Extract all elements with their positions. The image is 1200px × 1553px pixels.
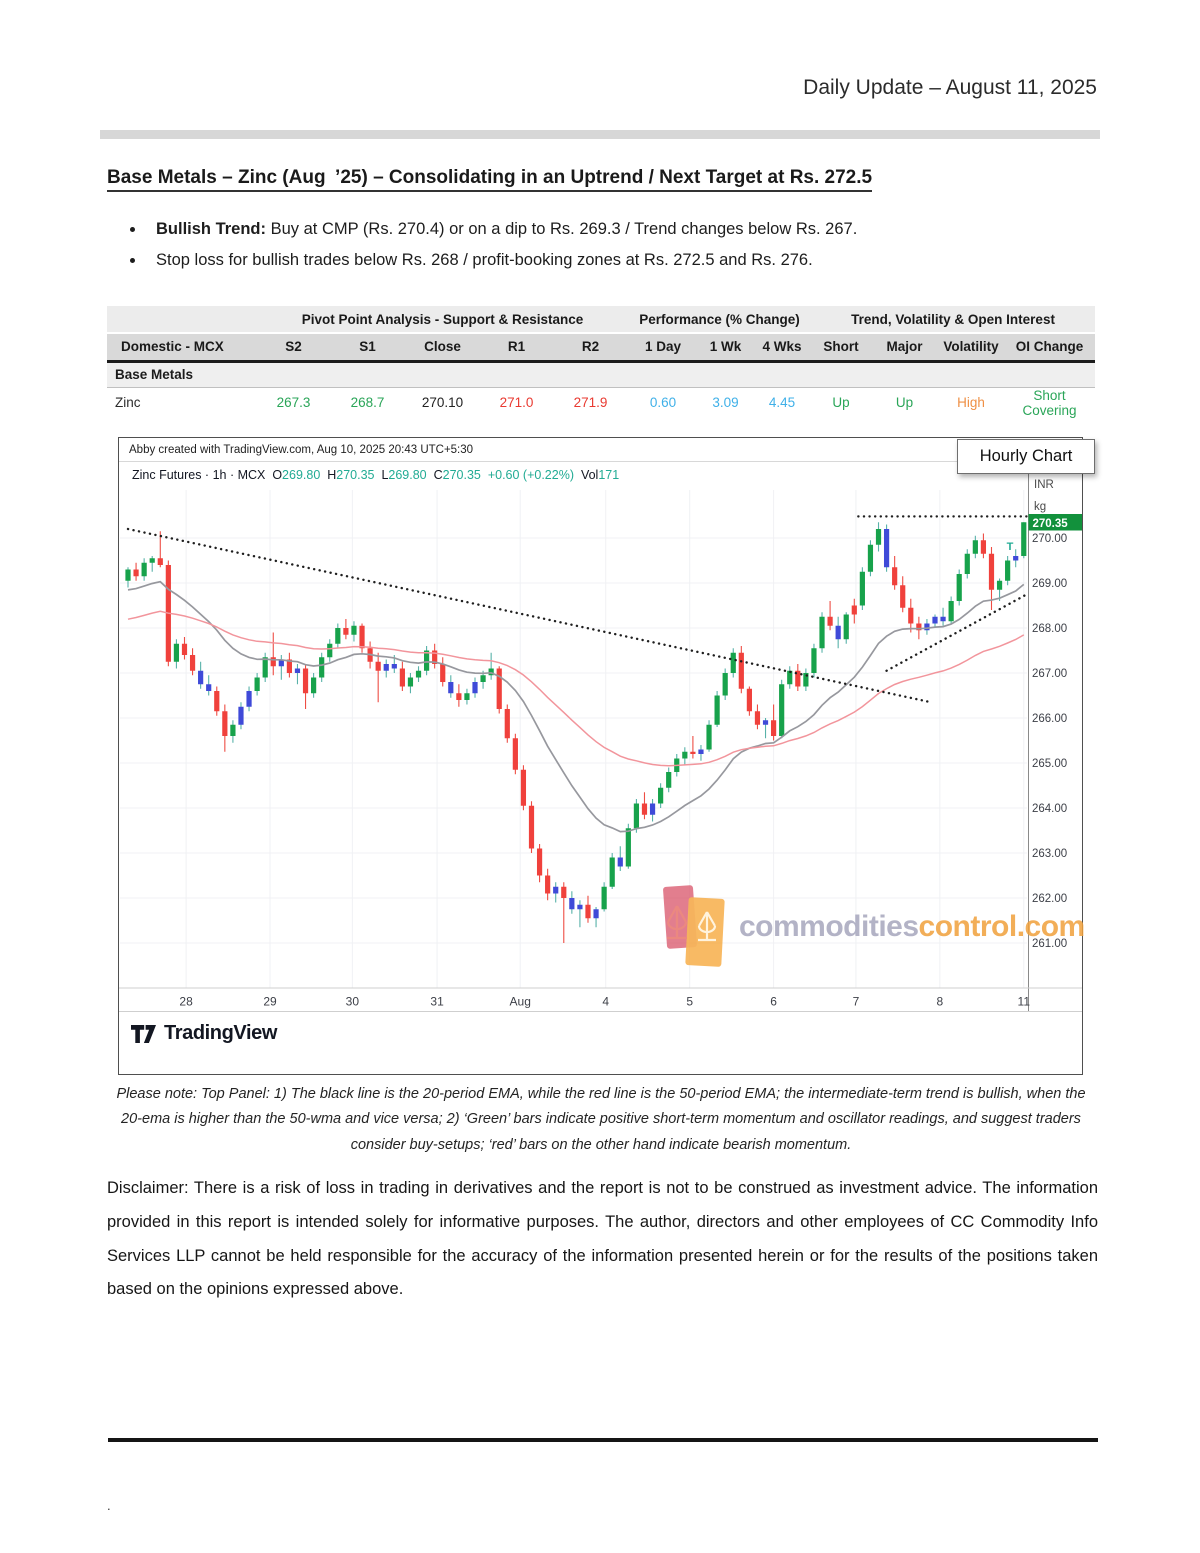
svg-text:8: 8 bbox=[936, 995, 943, 1009]
col-1wk: 1 Wk bbox=[698, 332, 754, 363]
group-header-performance: Performance (% Change) bbox=[628, 306, 812, 333]
legend-part: 270.35 bbox=[442, 468, 488, 482]
table-row-zinc: Zinc 267.3 268.7 270.10 271.0 271.9 0.60… bbox=[107, 387, 1096, 418]
cell-name: Zinc bbox=[107, 387, 257, 418]
col-s1: S1 bbox=[330, 332, 405, 363]
svg-text:T: T bbox=[1007, 541, 1014, 553]
summary-bullets: Bullish Trend: Buy at CMP (Rs. 270.4) or… bbox=[146, 220, 1066, 282]
svg-text:268.00: 268.00 bbox=[1032, 623, 1067, 635]
svg-text:kg: kg bbox=[1034, 501, 1046, 513]
legend-part: H bbox=[327, 468, 337, 482]
legend-part: Vol bbox=[580, 468, 599, 482]
note-line-1: Please note: Top Panel: 1) The black lin… bbox=[116, 1086, 1086, 1102]
col-s2: S2 bbox=[257, 332, 330, 363]
legend-part: +0.60 (+0.22%) bbox=[487, 468, 581, 482]
legend-part: 269.80 bbox=[388, 468, 434, 482]
svg-text:261.00: 261.00 bbox=[1032, 938, 1067, 950]
svg-text:5: 5 bbox=[686, 995, 693, 1009]
col-domestic-mcx: Domestic - MCX bbox=[107, 332, 257, 363]
svg-text:7: 7 bbox=[853, 995, 860, 1009]
svg-text:4: 4 bbox=[602, 995, 609, 1009]
cell-oi-change: Short Covering bbox=[1004, 387, 1096, 418]
svg-text:267.00: 267.00 bbox=[1032, 668, 1067, 680]
svg-text:266.00: 266.00 bbox=[1032, 713, 1067, 725]
section-title: Base Metals – Zinc (Aug ’25) – Consolida… bbox=[107, 167, 873, 192]
svg-text:INR: INR bbox=[1034, 479, 1054, 491]
legend-part: 270.35 bbox=[336, 468, 382, 482]
col-4wks: 4 Wks bbox=[753, 332, 812, 363]
table-column-header-row: Domestic - MCX S2 S1 Close R1 R2 1 Day 1… bbox=[107, 332, 1096, 363]
tradingview-logo-text: TradingView bbox=[164, 1022, 278, 1044]
svg-text:262.00: 262.00 bbox=[1032, 893, 1067, 905]
tradingview-logo-icon bbox=[131, 1024, 156, 1043]
footer-dot: . bbox=[107, 1498, 111, 1513]
cell-1wk: 3.09 bbox=[698, 387, 754, 418]
cell-major-trend: Up bbox=[871, 387, 939, 418]
commoditiescontrol-logo-icon bbox=[663, 885, 725, 967]
cell-volatility: High bbox=[938, 387, 1005, 418]
header-divider-bar bbox=[100, 130, 1100, 139]
legend-part: Zinc Futures · 1h · MCX bbox=[132, 468, 273, 482]
col-oi-change: OI Change bbox=[1004, 332, 1096, 363]
chart-attribution: Abby created with TradingView.com, Aug 1… bbox=[119, 438, 1082, 462]
group-header-empty bbox=[107, 306, 257, 333]
svg-text:263.00: 263.00 bbox=[1032, 848, 1067, 860]
svg-text:30: 30 bbox=[346, 995, 360, 1009]
svg-text:31: 31 bbox=[430, 995, 444, 1009]
col-close: Close bbox=[405, 332, 480, 363]
svg-text:Aug: Aug bbox=[510, 995, 531, 1009]
cell-4wks: 4.45 bbox=[753, 387, 812, 418]
bottom-rule bbox=[108, 1438, 1098, 1442]
candlestick-chart-svg: T 261.00 262.00 263.00 264.00 265.00 266.00 267… bbox=[119, 464, 1082, 1012]
cell-1day: 0.60 bbox=[628, 387, 699, 418]
group-header-pivot: Pivot Point Analysis - Support & Resista… bbox=[257, 306, 629, 333]
svg-text:28: 28 bbox=[179, 995, 193, 1009]
legend-part: 269.80 bbox=[282, 468, 328, 482]
col-r2: R2 bbox=[553, 332, 629, 363]
cell-close: 270.10 bbox=[405, 387, 480, 418]
table-group-header-row: Pivot Point Analysis - Support & Resista… bbox=[107, 306, 1096, 333]
svg-text:29: 29 bbox=[263, 995, 277, 1009]
col-r1: R1 bbox=[480, 332, 553, 363]
svg-text:270.35: 270.35 bbox=[1033, 518, 1069, 530]
svg-text:6: 6 bbox=[770, 995, 777, 1009]
group-header-trend: Trend, Volatility & Open Interest bbox=[811, 306, 1096, 333]
col-volatility: Volatility bbox=[938, 332, 1005, 363]
col-major: Major bbox=[871, 332, 939, 363]
svg-text:11: 11 bbox=[1018, 995, 1031, 1009]
cell-r1: 271.0 bbox=[480, 387, 553, 418]
col-short: Short bbox=[811, 332, 872, 363]
bullet-bullish-trend: Bullish Trend: Buy at CMP (Rs. 270.4) or… bbox=[146, 220, 1066, 239]
cell-s2: 267.3 bbox=[257, 387, 330, 418]
bullet-stop-loss: Stop loss for bullish trades below Rs. 2… bbox=[146, 251, 1066, 270]
cell-short-trend: Up bbox=[811, 387, 872, 418]
legend-part: C bbox=[433, 468, 443, 482]
disclaimer-text: Disclaimer: There is a risk of loss in t… bbox=[107, 1179, 1098, 1299]
svg-text:264.00: 264.00 bbox=[1032, 803, 1067, 815]
hourly-chart-badge: Hourly Chart bbox=[957, 439, 1095, 474]
col-1day: 1 Day bbox=[628, 332, 699, 363]
note-line-3: consider buy-setups; ‘red’ bars on the o… bbox=[350, 1136, 852, 1153]
legend-part: O bbox=[272, 468, 283, 482]
svg-text:270.00: 270.00 bbox=[1032, 533, 1067, 545]
watermark-text: commoditiescontrol.com bbox=[739, 910, 1085, 943]
table-section-row: Base Metals bbox=[107, 361, 1096, 388]
chart-note: Please note: Top Panel: 1) The black lin… bbox=[105, 1082, 1097, 1158]
cell-r2: 271.9 bbox=[553, 387, 629, 418]
note-line-2: 20-ema is higher than the 50-wma and vic… bbox=[121, 1111, 1081, 1128]
svg-text:269.00: 269.00 bbox=[1032, 578, 1067, 590]
doc-header-title: Daily Update – August 11, 2025 bbox=[803, 76, 1097, 99]
tradingview-logo: TradingView bbox=[131, 1022, 277, 1045]
legend-part: L bbox=[381, 468, 389, 482]
svg-text:265.00: 265.00 bbox=[1032, 758, 1067, 770]
commoditiescontrol-watermark: commoditiescontrol.com bbox=[661, 882, 1085, 972]
legend-part: 171 bbox=[598, 468, 620, 482]
cell-s1: 268.7 bbox=[330, 387, 405, 418]
chart-ohlc-legend: Zinc Futures · 1h · MCX O269.80 H270.35 … bbox=[132, 468, 619, 482]
price-chart-panel: Abby created with TradingView.com, Aug 1… bbox=[118, 437, 1095, 1075]
pivot-point-table: Pivot Point Analysis - Support & Resista… bbox=[107, 306, 1096, 418]
